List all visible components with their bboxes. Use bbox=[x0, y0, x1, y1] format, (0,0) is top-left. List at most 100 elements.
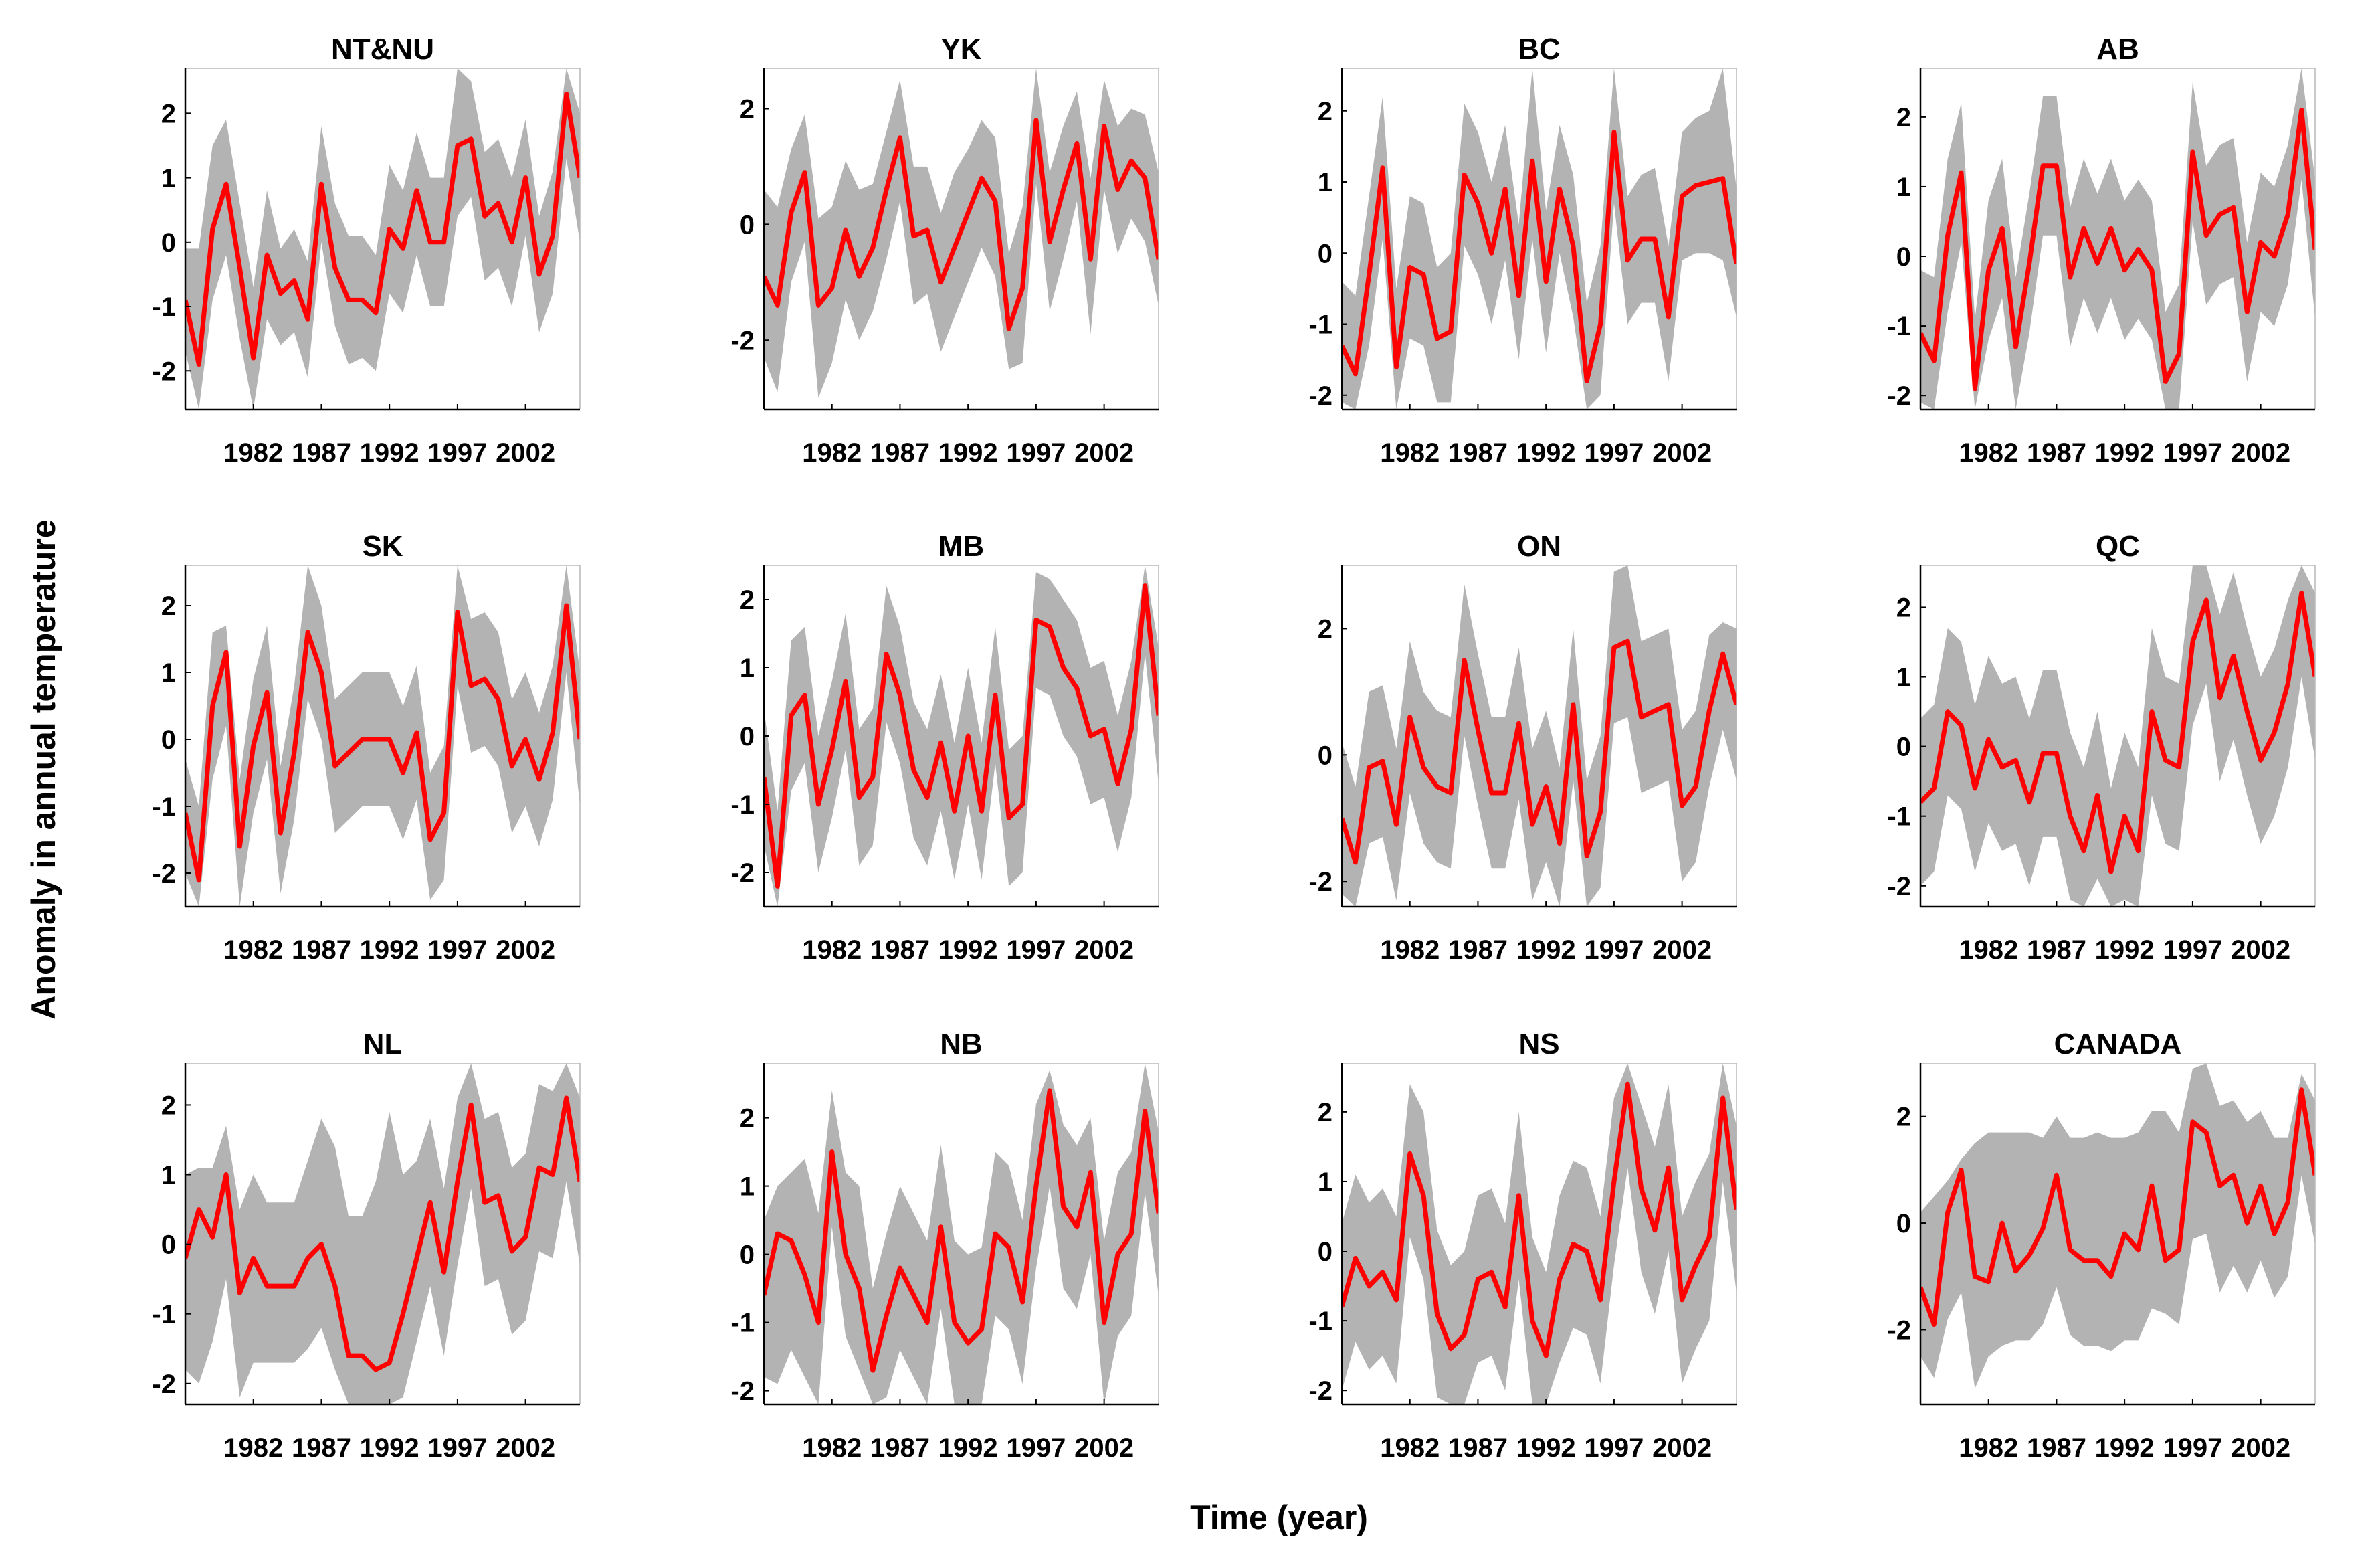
x-tick-label: 1992 bbox=[1516, 438, 1576, 468]
panel-nt-nu: NT&NU 2 1 0 -1 -2 1982 1987 1992 1997 2002 bbox=[152, 33, 581, 468]
axes-box bbox=[1920, 1063, 2316, 1404]
axes-box bbox=[764, 1063, 1159, 1404]
x-tick-label: 1992 bbox=[360, 438, 419, 468]
y-tick-label: 2 bbox=[1896, 1103, 1911, 1132]
x-tick-label: 2002 bbox=[1652, 935, 1712, 965]
x-tick-label: 1982 bbox=[802, 1433, 862, 1463]
mean-line bbox=[764, 583, 1159, 889]
x-tick-label: 1982 bbox=[1959, 438, 2018, 468]
y-tick-label: 0 bbox=[1896, 733, 1911, 762]
y-tick-label: 1 bbox=[161, 658, 176, 688]
x-tick-label: 2002 bbox=[496, 1433, 555, 1463]
mean-line bbox=[1342, 130, 1737, 383]
uncertainty-band bbox=[185, 68, 580, 409]
y-tick-label: -1 bbox=[1308, 310, 1332, 340]
y-tick-label: 0 bbox=[1318, 741, 1332, 770]
x-tick-label: 1997 bbox=[1584, 935, 1644, 965]
x-tick-label: 1987 bbox=[1448, 935, 1508, 965]
y-tick-label: 0 bbox=[161, 228, 176, 258]
axes-box bbox=[1920, 565, 2316, 907]
y-tick-label: -1 bbox=[730, 1309, 755, 1338]
x-tick-label: 1987 bbox=[1448, 1433, 1508, 1463]
panel-title: NT&NU bbox=[331, 33, 434, 66]
panel-title: ON bbox=[1517, 530, 1561, 563]
x-tick-label: 1992 bbox=[1516, 1433, 1576, 1463]
y-tick-label: 1 bbox=[1318, 1168, 1332, 1197]
x-tick-label: 1992 bbox=[2095, 438, 2155, 468]
mean-line bbox=[185, 92, 580, 367]
y-tick-label: 1 bbox=[161, 1161, 176, 1190]
panel-mb: MB 2 1 0 -1 -2 1982 1987 1992 1997 2002 bbox=[730, 530, 1159, 965]
x-tick-label: 1982 bbox=[1380, 438, 1440, 468]
x-tick-label: 1997 bbox=[1006, 1433, 1066, 1463]
y-tick-label: 0 bbox=[740, 1240, 755, 1270]
y-tick-label: -2 bbox=[730, 858, 755, 888]
y-tick-label: 2 bbox=[161, 1091, 176, 1120]
panel-title: SK bbox=[362, 530, 403, 563]
x-tick-label: 1987 bbox=[292, 438, 351, 468]
x-tick-label: 1997 bbox=[427, 935, 487, 965]
panel-yk: YK 2 0 -2 1982 1987 1992 1997 2002 bbox=[730, 33, 1159, 468]
y-tick-label: -2 bbox=[1308, 381, 1332, 411]
x-tick-label: 1997 bbox=[1584, 438, 1644, 468]
x-tick-label: 2002 bbox=[2231, 1433, 2290, 1463]
panel-title: YK bbox=[940, 33, 981, 66]
panel-title: NS bbox=[1518, 1028, 1559, 1061]
panel-ab: AB 2 1 0 -1 -2 1982 1987 1992 1997 2002 bbox=[1887, 33, 2316, 468]
x-tick-label: 1982 bbox=[1959, 1433, 2018, 1463]
y-tick-label: 1 bbox=[1318, 168, 1332, 197]
y-tick-label: -2 bbox=[730, 326, 755, 355]
x-tick-label: 1992 bbox=[360, 1433, 419, 1463]
axes-box bbox=[185, 68, 581, 409]
y-tick-label: 0 bbox=[1318, 239, 1332, 268]
x-tick-label: 1997 bbox=[2163, 1433, 2222, 1463]
uncertainty-band bbox=[1342, 565, 1737, 907]
x-tick-label: 1997 bbox=[2163, 438, 2222, 468]
y-tick-label: -2 bbox=[1308, 867, 1332, 897]
axes-box bbox=[185, 1063, 581, 1404]
x-tick-label: 2002 bbox=[1074, 935, 1134, 965]
x-tick-label: 1997 bbox=[1006, 935, 1066, 965]
x-tick-label: 1997 bbox=[427, 1433, 487, 1463]
x-tick-label: 1987 bbox=[1448, 438, 1508, 468]
y-tick-label: 2 bbox=[161, 99, 176, 128]
panel-title: AB bbox=[2096, 33, 2139, 66]
y-tick-label: -1 bbox=[730, 790, 755, 820]
x-tick-label: 2002 bbox=[1074, 1433, 1134, 1463]
x-tick-label: 1982 bbox=[1380, 1433, 1440, 1463]
panel-title: BC bbox=[1518, 33, 1561, 66]
x-tick-label: 1992 bbox=[360, 935, 419, 965]
panel-sk: SK 2 1 0 -1 -2 1982 1987 1992 1997 2002 bbox=[152, 530, 581, 965]
x-tick-label: 1982 bbox=[223, 935, 283, 965]
y-tick-label: 2 bbox=[1896, 593, 1911, 622]
x-tick-label: 1992 bbox=[2095, 935, 2155, 965]
y-tick-label: -2 bbox=[1308, 1376, 1332, 1406]
x-axis-label: Time (year) bbox=[1190, 1499, 1368, 1536]
x-tick-label: 1982 bbox=[1959, 935, 2018, 965]
x-tick-label: 1992 bbox=[938, 1433, 998, 1463]
panel-qc: QC 2 1 0 -1 -2 1982 1987 1992 1997 2002 bbox=[1887, 530, 2316, 965]
y-tick-label: -1 bbox=[152, 292, 176, 322]
axes-box bbox=[1920, 68, 2316, 409]
y-tick-label: -2 bbox=[1887, 872, 1911, 901]
x-tick-label: 2002 bbox=[496, 935, 555, 965]
mean-line bbox=[185, 1095, 580, 1372]
y-tick-label: -2 bbox=[152, 357, 176, 386]
y-tick-label: -2 bbox=[152, 859, 176, 889]
x-tick-label: 1997 bbox=[1584, 1433, 1644, 1463]
x-tick-label: 2002 bbox=[2231, 438, 2290, 468]
panel-canada: CANADA 2 0 -2 1982 1987 1992 1997 2002 bbox=[1887, 1028, 2316, 1463]
x-tick-label: 1992 bbox=[938, 935, 998, 965]
x-tick-label: 1997 bbox=[2163, 935, 2222, 965]
uncertainty-band bbox=[1920, 565, 2315, 907]
y-tick-label: -2 bbox=[1887, 381, 1911, 411]
uncertainty-band bbox=[185, 1063, 580, 1404]
mean-line bbox=[1920, 591, 2315, 874]
y-tick-label: -2 bbox=[730, 1377, 755, 1406]
y-tick-label: -2 bbox=[1887, 1315, 1911, 1345]
mean-line bbox=[1920, 107, 2315, 391]
panel-nl: NL 2 1 0 -1 -2 1982 1987 1992 1997 2002 bbox=[152, 1028, 581, 1463]
y-tick-label: 1 bbox=[1896, 663, 1911, 693]
mean-line bbox=[764, 1088, 1159, 1373]
